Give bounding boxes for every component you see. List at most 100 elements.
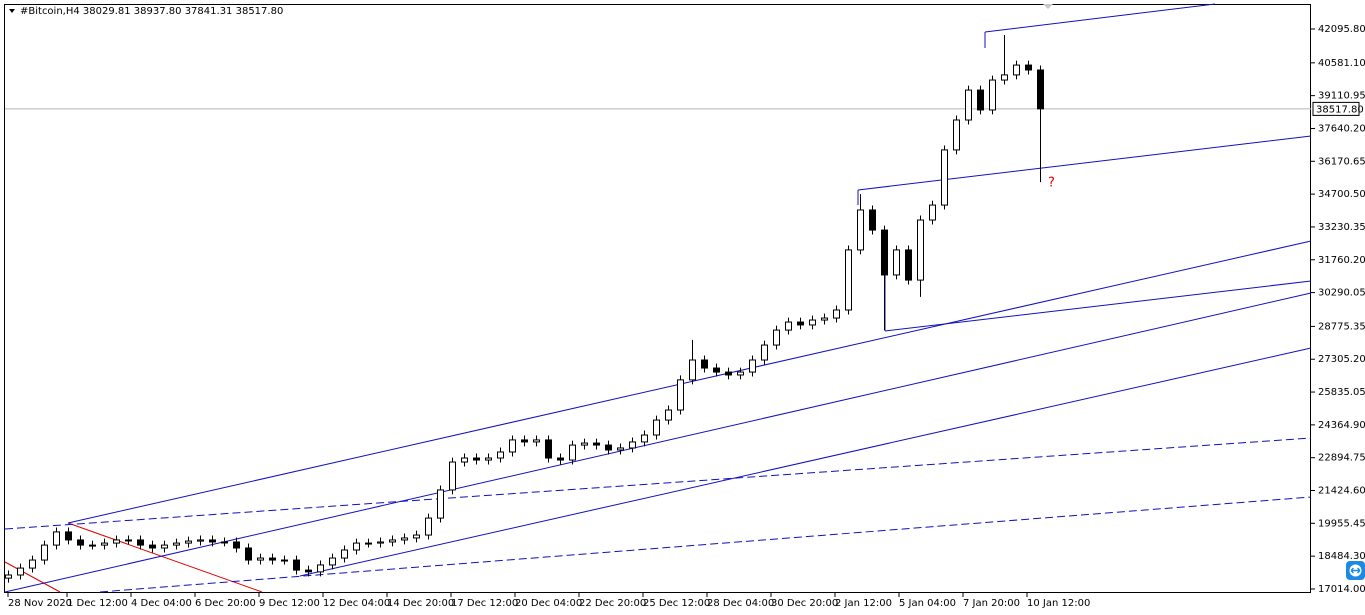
- candle-body: [245, 547, 252, 561]
- y-tick-label: 31760.20: [1318, 255, 1365, 266]
- candle-body: [629, 441, 636, 449]
- y-tick-label: 25835.05: [1318, 387, 1365, 398]
- candle-body: [521, 439, 528, 443]
- trend-line: [67, 240, 1312, 524]
- x-tick-label: 6 Dec 20:00: [195, 598, 256, 609]
- x-tick-label: 4 Dec 04:00: [131, 598, 192, 609]
- shift-marker: [1043, 4, 1053, 9]
- y-tick-label: 37640.20: [1318, 123, 1365, 134]
- candle-body: [221, 541, 228, 544]
- candle-body: [89, 544, 96, 547]
- candle-body: [701, 359, 708, 369]
- candle-body: [749, 359, 756, 373]
- candle-body: [257, 557, 264, 561]
- candle-body: [677, 379, 684, 411]
- candle-body: [533, 439, 540, 443]
- candle-body: [761, 344, 768, 361]
- candle-body: [125, 539, 132, 542]
- trend-line: [67, 522, 263, 593]
- y-tick-label: 39110.95: [1318, 91, 1365, 102]
- annotation: ?: [1048, 176, 1055, 191]
- x-tick-label: 9 Dec 12:00: [259, 598, 320, 609]
- candle-body: [845, 249, 852, 311]
- candle-body: [785, 321, 792, 331]
- candle-body: [653, 419, 660, 436]
- candle-body: [197, 539, 204, 542]
- candle-body: [365, 542, 372, 545]
- y-tick-label: 34700.50: [1318, 189, 1365, 200]
- candle-body: [821, 317, 828, 321]
- y-tick-label: 17014.00: [1318, 584, 1365, 595]
- candle-body: [5, 574, 12, 579]
- y-tick-label: 22894.75: [1318, 453, 1365, 464]
- candle-body: [101, 542, 108, 546]
- candle-body: [305, 569, 312, 573]
- candle-body: [293, 559, 300, 571]
- candle-body: [281, 559, 288, 562]
- x-tick-label: 12 Dec 04:00: [323, 598, 390, 609]
- y-tick-label: 28775.35: [1318, 321, 1365, 332]
- candle-body: [953, 119, 960, 151]
- candle-body: [905, 249, 912, 281]
- candle-body: [569, 444, 576, 461]
- candle-body: [557, 457, 564, 461]
- candle-body: [53, 531, 60, 546]
- y-tick-label: 24364.90: [1318, 420, 1365, 431]
- y-tick-label: 42095.80: [1318, 24, 1365, 35]
- y-tick-label: 27305.20: [1318, 354, 1365, 365]
- trend-line: [984, 3, 1216, 33]
- candle-body: [809, 319, 816, 326]
- candle-body: [173, 542, 180, 546]
- candle-body: [977, 89, 984, 111]
- x-tick-label: 10 Jan 12:00: [1027, 598, 1090, 609]
- candle-body: [161, 544, 168, 549]
- candle-body: [797, 321, 804, 326]
- trend-line: [884, 280, 1312, 332]
- candle-body: [857, 209, 864, 251]
- candle-body: [1001, 74, 1008, 81]
- candle-body: [413, 534, 420, 539]
- candle-body: [65, 531, 72, 541]
- candle-body: [605, 444, 612, 451]
- candle-body: [725, 371, 732, 376]
- trend-line: [4, 561, 61, 593]
- candle-body: [581, 442, 588, 446]
- x-tick-label: 14 Dec 20:00: [387, 598, 454, 609]
- icon-arrows: [1350, 567, 1361, 574]
- candle-body: [113, 539, 120, 544]
- trend-line: [4, 437, 1312, 530]
- price-tag-label: 38517.80: [1316, 104, 1364, 115]
- x-tick-label: 22 Dec 20:00: [579, 598, 646, 609]
- y-tick-label: 36170.65: [1318, 156, 1365, 167]
- corner-icon[interactable]: [1346, 561, 1365, 580]
- candle-body: [77, 539, 84, 546]
- trend-line: [857, 135, 1312, 191]
- candle-body: [353, 542, 360, 551]
- candle-body: [209, 539, 216, 543]
- x-tick-label: 17 Dec 12:00: [451, 598, 518, 609]
- candle-body: [989, 79, 996, 111]
- candle-body: [137, 539, 144, 546]
- menu-arrow[interactable]: [9, 9, 15, 13]
- candle-body: [29, 559, 36, 569]
- candle-body: [401, 537, 408, 541]
- candle-body: [617, 447, 624, 451]
- trend-line: [99, 496, 1312, 593]
- x-tick-label: 28 Dec 04:00: [707, 598, 774, 609]
- candle-body: [425, 517, 432, 536]
- candle-body: [545, 439, 552, 459]
- candle-body: [149, 544, 156, 549]
- candle-body: [17, 567, 24, 576]
- plot-frame: [4, 4, 1311, 593]
- x-tick-label: 30 Dec 20:00: [771, 598, 838, 609]
- info-label: #Bitcoin,H4 38029.81 38937.80 37841.31 3…: [20, 6, 283, 17]
- candles: [5, 34, 1044, 583]
- candle-body: [341, 549, 348, 559]
- x-tick-label: 7 Jan 20:00: [963, 598, 1020, 609]
- candle-body: [449, 461, 456, 491]
- candle-body: [485, 457, 492, 461]
- candle-body: [461, 457, 468, 463]
- candle-body: [1037, 69, 1044, 110]
- price-tag: [1312, 101, 1360, 116]
- x-tick-label: 5 Jan 04:00: [899, 598, 956, 609]
